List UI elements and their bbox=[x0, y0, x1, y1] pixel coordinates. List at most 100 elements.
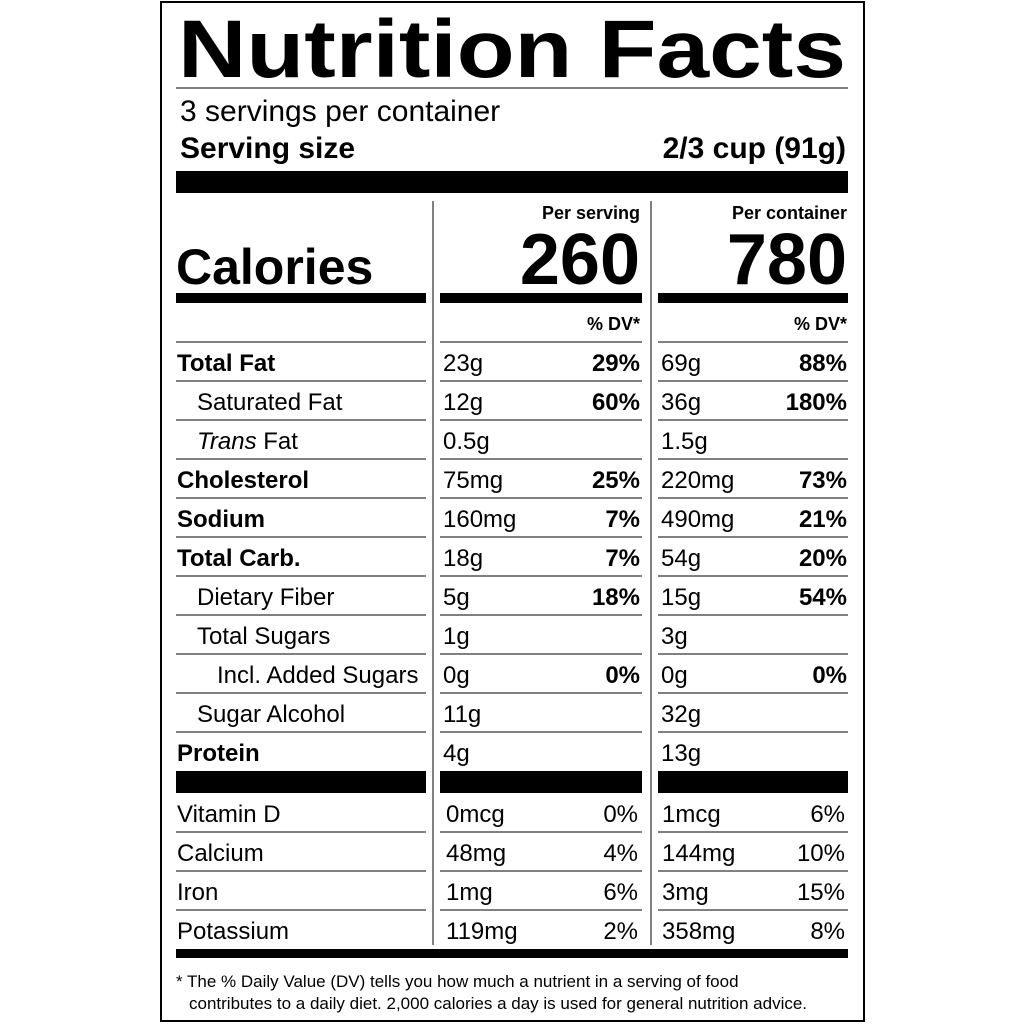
amount-serving: 48mg bbox=[446, 840, 506, 867]
dv-container: 88% bbox=[799, 350, 847, 377]
vitamin-label: Iron bbox=[177, 879, 218, 906]
nutrient-label-text: Total Carb. bbox=[177, 545, 301, 572]
amount-serving: 0.5g bbox=[443, 428, 490, 455]
nutrient-label: Trans Fat bbox=[197, 428, 298, 455]
per-serving-header: Per serving bbox=[542, 203, 640, 223]
nutrient-label-text: Total Fat bbox=[177, 350, 275, 377]
amount-container: 32g bbox=[661, 701, 701, 728]
dv-container: 54% bbox=[799, 584, 847, 611]
dv-header: % DV* bbox=[587, 314, 640, 334]
nutrient-label: Cholesterol bbox=[177, 467, 309, 494]
vitamin-label: Calcium bbox=[177, 840, 264, 867]
dv-container: 73% bbox=[799, 467, 847, 494]
amount-serving: 5g bbox=[443, 584, 470, 611]
nutrient-label: Sodium bbox=[177, 506, 265, 533]
nutrient-label-text: Incl. Added Sugars bbox=[217, 662, 418, 689]
dv-serving: 2% bbox=[603, 918, 638, 945]
amount-container: 36g bbox=[661, 389, 701, 416]
nutrient-label-text: Fat bbox=[257, 428, 299, 455]
dv-container: 0% bbox=[812, 662, 847, 689]
amount-container: 358mg bbox=[662, 918, 735, 945]
amount-serving: 4g bbox=[443, 740, 470, 767]
thick-bar bbox=[440, 771, 642, 793]
dv-serving: 0% bbox=[603, 801, 638, 828]
amount-serving: 12g bbox=[443, 389, 483, 416]
serving-size-value: 2/3 cup (91g) bbox=[663, 132, 846, 165]
amount-container: 3g bbox=[661, 623, 688, 650]
per-container-header: Per container bbox=[732, 203, 847, 223]
dv-container: 6% bbox=[810, 801, 845, 828]
nutrient-label-text: Total Sugars bbox=[197, 623, 330, 650]
nutrient-label-text: Saturated Fat bbox=[197, 389, 343, 416]
amount-serving: 11g bbox=[443, 701, 481, 728]
amount-serving: 1mg bbox=[446, 879, 493, 906]
amount-container: 0g bbox=[661, 662, 688, 689]
dv-serving: 60% bbox=[592, 389, 640, 416]
nutrient-label: Protein bbox=[177, 740, 260, 767]
nutrient-label-text: Sodium bbox=[177, 506, 265, 533]
amount-serving: 119mg bbox=[446, 918, 518, 945]
footnote: contributes to a daily diet. 2,000 calor… bbox=[189, 994, 807, 1013]
amount-serving: 1g bbox=[443, 623, 470, 650]
bottom-bar bbox=[176, 949, 848, 958]
vitamin-label: Vitamin D bbox=[177, 801, 281, 828]
amount-container: 1.5g bbox=[661, 428, 708, 455]
amount-container: 490mg bbox=[661, 506, 734, 533]
serving-size-label: Serving size bbox=[180, 132, 355, 165]
dv-header: % DV* bbox=[794, 314, 847, 334]
dv-serving: 6% bbox=[603, 879, 638, 906]
amount-container: 1mcg bbox=[662, 801, 721, 828]
dv-container: 10% bbox=[797, 840, 845, 867]
dv-container: 21% bbox=[799, 506, 847, 533]
amount-serving: 75mg bbox=[443, 467, 503, 494]
medium-bar bbox=[658, 293, 848, 303]
dv-serving: 29% bbox=[592, 350, 640, 377]
calories-container: 780 bbox=[727, 220, 847, 300]
thick-bar bbox=[176, 171, 848, 193]
nutrient-label-text: Cholesterol bbox=[177, 467, 309, 494]
nutrient-label: Total Carb. bbox=[177, 545, 301, 572]
amount-container: 144mg bbox=[662, 840, 735, 867]
medium-bar bbox=[440, 293, 642, 303]
amount-container: 13g bbox=[661, 740, 701, 767]
nutrient-label: Total Sugars bbox=[197, 623, 330, 650]
thick-bar bbox=[176, 771, 426, 793]
dv-container: 20% bbox=[799, 545, 847, 572]
nutrient-label: Incl. Added Sugars bbox=[217, 662, 418, 689]
amount-container: 69g bbox=[661, 350, 701, 377]
calories-label: Calories bbox=[176, 239, 373, 295]
nutrient-label: Total Fat bbox=[177, 350, 275, 377]
nutrient-label: Saturated Fat bbox=[197, 389, 343, 416]
dv-serving: 4% bbox=[603, 840, 638, 867]
amount-serving: 0g bbox=[443, 662, 470, 689]
amount-container: 15g bbox=[661, 584, 701, 611]
nutrient-label-italic: Trans bbox=[197, 428, 257, 455]
footnote: * The % Daily Value (DV) tells you how m… bbox=[176, 972, 739, 991]
dv-serving: 18% bbox=[592, 584, 640, 611]
amount-serving: 23g bbox=[443, 350, 483, 377]
dv-container: 15% bbox=[797, 879, 845, 906]
dv-serving: 7% bbox=[605, 545, 640, 572]
dv-container: 8% bbox=[810, 918, 845, 945]
dv-container: 180% bbox=[786, 389, 847, 416]
dv-serving: 7% bbox=[605, 506, 640, 533]
thick-bar bbox=[658, 771, 848, 793]
amount-container: 220mg bbox=[661, 467, 734, 494]
dv-serving: 0% bbox=[605, 662, 640, 689]
servings: 3 servings per container bbox=[180, 95, 500, 128]
nutrient-label-text: Dietary Fiber bbox=[197, 584, 334, 611]
vitamin-label: Potassium bbox=[177, 918, 289, 945]
amount-serving: 18g bbox=[443, 545, 483, 572]
calories-serving: 260 bbox=[520, 220, 640, 300]
dv-serving: 25% bbox=[592, 467, 640, 494]
nutrient-label: Sugar Alcohol bbox=[197, 701, 345, 728]
amount-serving: 0mcg bbox=[446, 801, 505, 828]
amount-serving: 160mg bbox=[443, 506, 516, 533]
amount-container: 54g bbox=[661, 545, 701, 572]
nutrient-label: Dietary Fiber bbox=[197, 584, 334, 611]
amount-container: 3mg bbox=[662, 879, 709, 906]
nutrient-label-text: Protein bbox=[177, 740, 260, 767]
nutrient-label-text: Sugar Alcohol bbox=[197, 701, 345, 728]
